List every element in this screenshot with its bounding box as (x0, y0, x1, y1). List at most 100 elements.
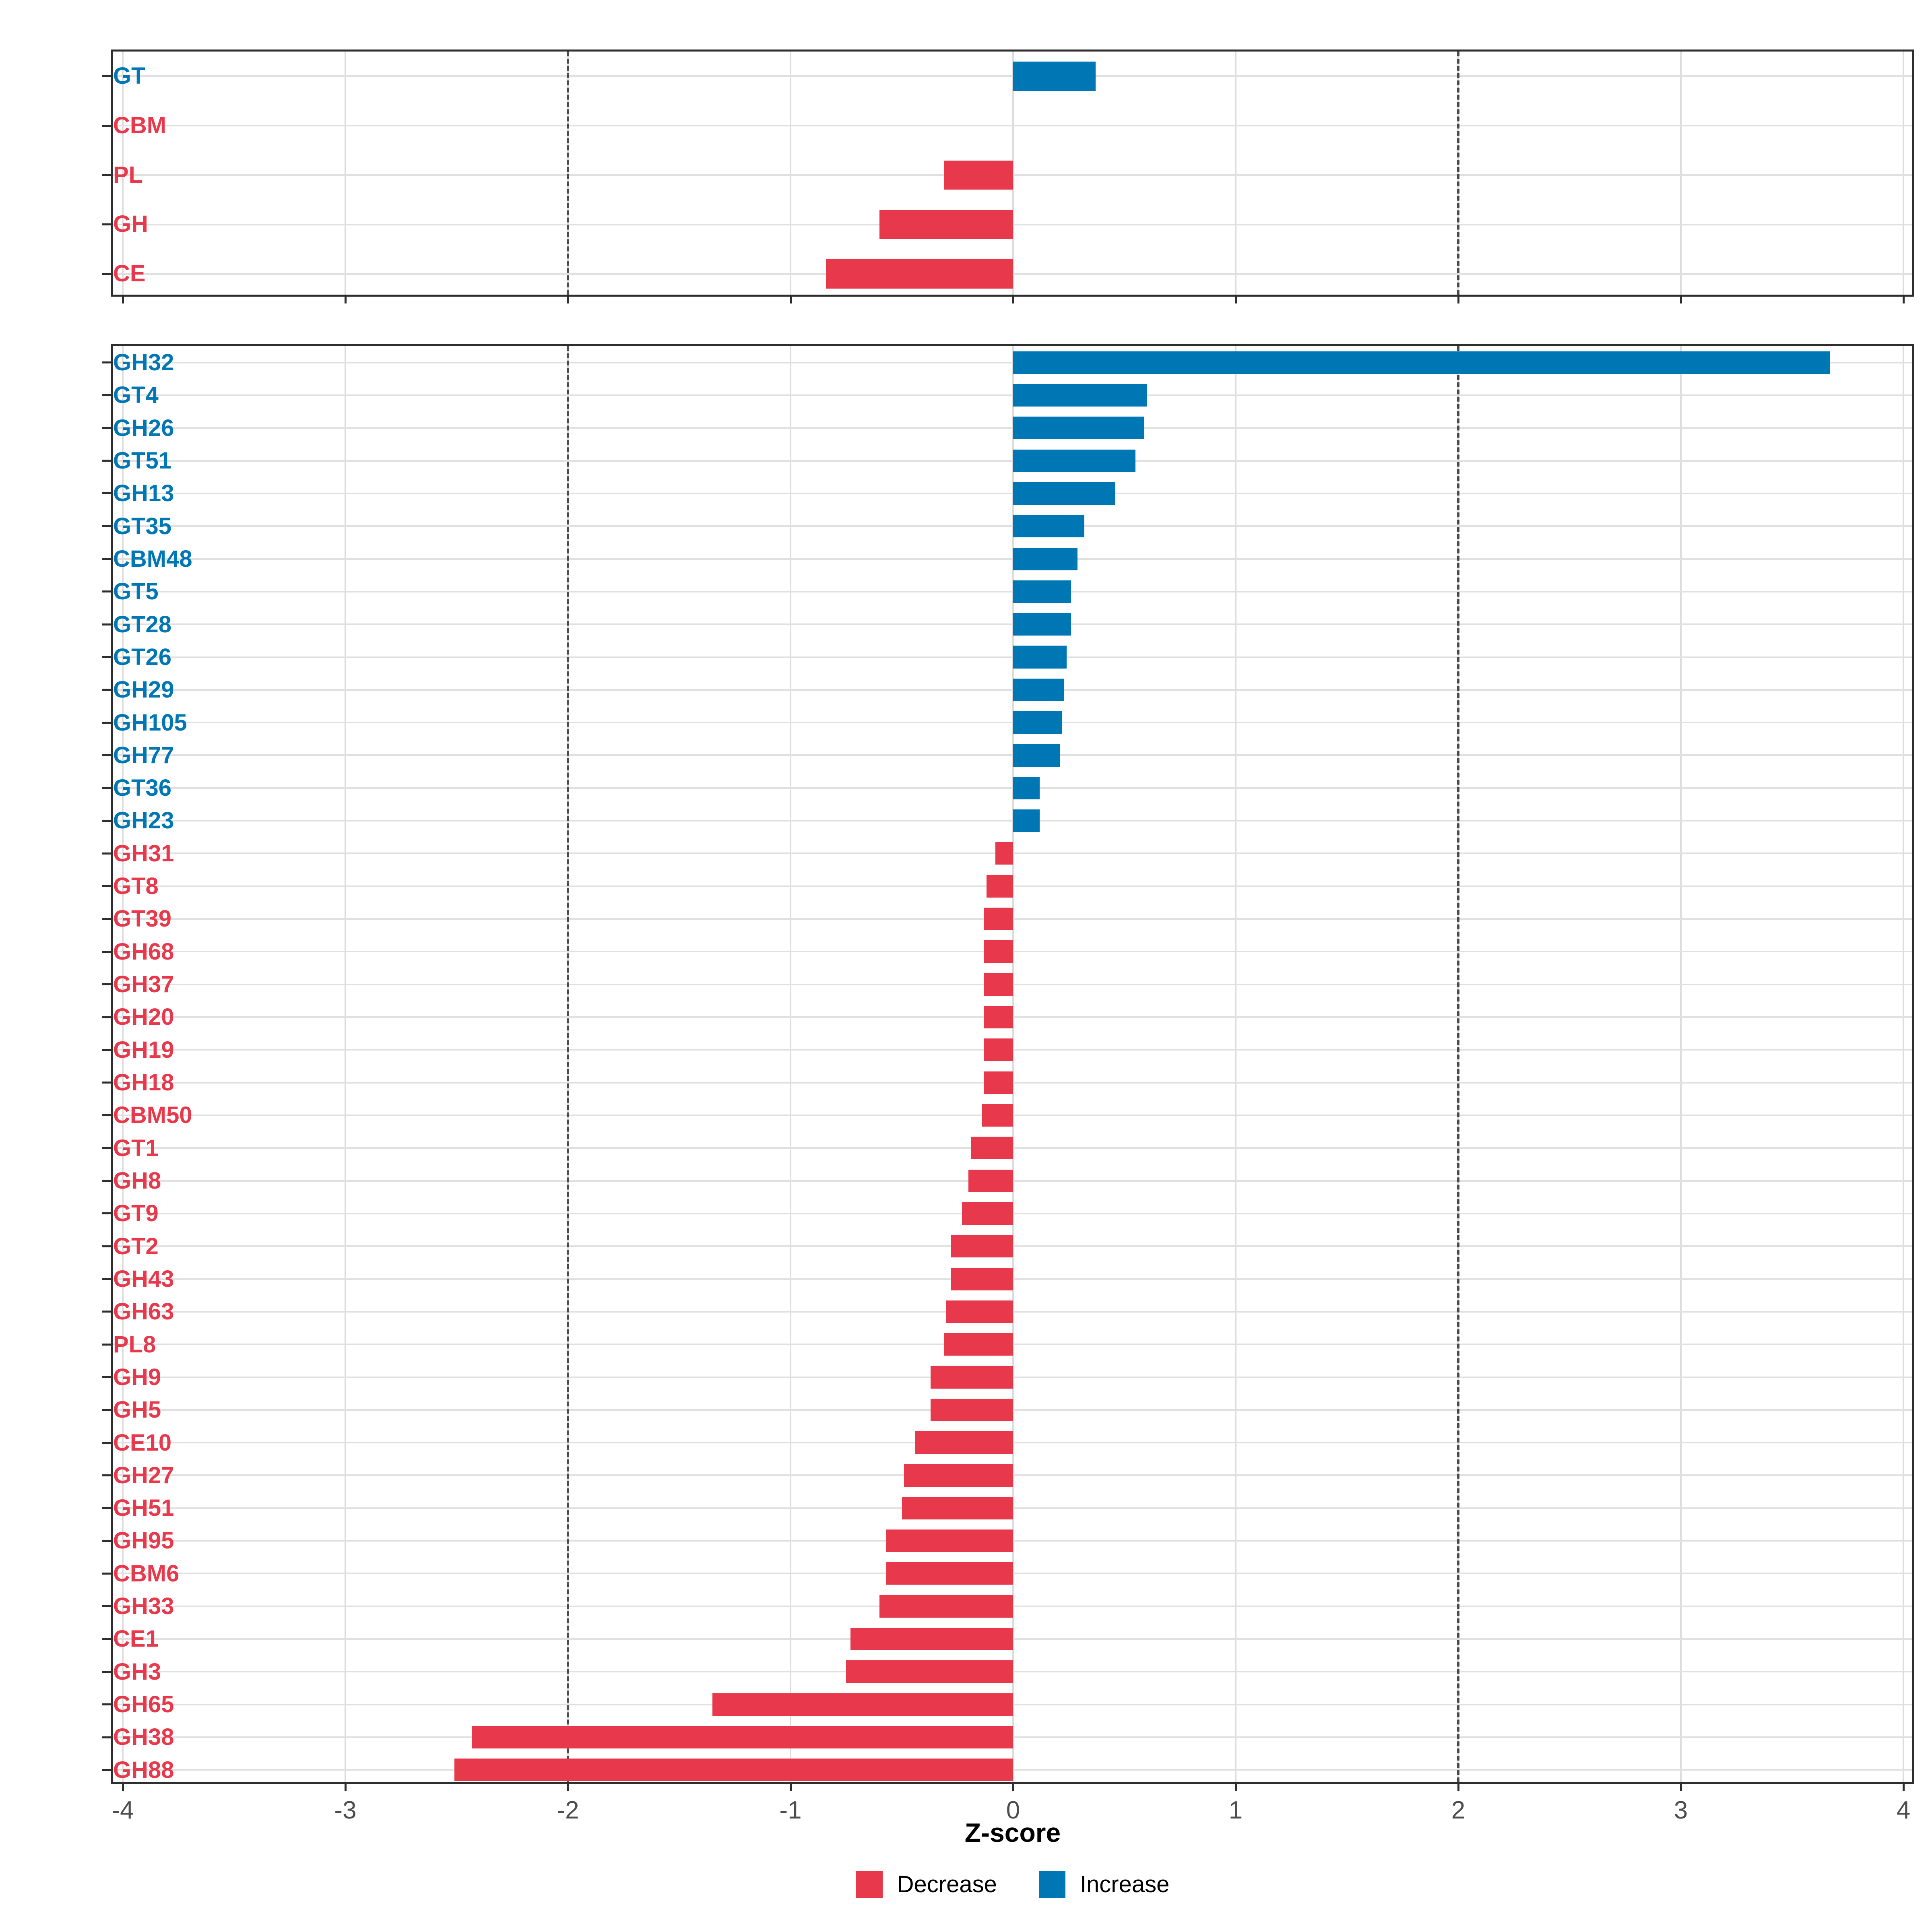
bar-GH23 (1013, 809, 1040, 832)
bar-GT2 (951, 1235, 1013, 1258)
y-axis-tick (102, 1082, 111, 1084)
x-axis-tick (567, 295, 569, 303)
y-axis-tick (102, 852, 111, 855)
gridline-h (113, 722, 1912, 724)
x-axis-tick (567, 1782, 569, 1791)
y-axis-tick (102, 1212, 111, 1215)
bar-GT36 (1013, 776, 1040, 799)
x-tick-label: -3 (334, 1796, 357, 1824)
gridline-h (113, 820, 1912, 822)
gridline-v (122, 346, 124, 1782)
legend: Decrease Increase (111, 1871, 1914, 1898)
x-axis-tick (1680, 295, 1682, 303)
y-axis-tick (102, 1409, 111, 1411)
y-axis-tick (102, 273, 111, 275)
y-axis-tick (102, 1638, 111, 1640)
x-axis-tick (789, 1782, 792, 1791)
bar-GH5 (931, 1398, 1013, 1421)
y-axis-tick (102, 885, 111, 888)
x-axis-tick (1234, 1782, 1237, 1791)
y-axis-tick (102, 427, 111, 429)
x-axis-tick (1457, 1782, 1459, 1791)
y-axis-tick (102, 1016, 111, 1018)
x-axis-tick (1012, 1782, 1014, 1791)
bar-GH32 (1013, 351, 1830, 374)
gridline-h (113, 492, 1912, 494)
x-tick-label: 3 (1674, 1796, 1688, 1824)
bar-GT35 (1013, 515, 1084, 538)
bar-GH68 (984, 940, 1013, 963)
bar-GT8 (986, 875, 1013, 898)
legend-item-decrease: Decrease (856, 1871, 997, 1898)
bar-GH29 (1013, 678, 1065, 701)
decrease-label: Decrease (897, 1871, 997, 1897)
x-axis-tick (122, 295, 124, 303)
gridline-v (1235, 346, 1236, 1782)
gridline-h (113, 754, 1912, 756)
y-axis-tick (102, 689, 111, 691)
bar-GH18 (984, 1071, 1013, 1094)
bar-GT39 (984, 908, 1013, 931)
bar-GH65 (712, 1693, 1013, 1716)
bar-GH37 (984, 973, 1013, 996)
bar-PL8 (944, 1333, 1013, 1356)
bar-GH51 (902, 1496, 1013, 1519)
y-axis-tick (102, 1278, 111, 1280)
x-axis-tick (344, 1782, 347, 1791)
gridline-v (345, 52, 346, 295)
gridline-h (113, 427, 1912, 429)
x-axis-tick (789, 295, 792, 303)
gridline-h (113, 558, 1912, 560)
y-axis-tick (102, 1180, 111, 1182)
gridline-v (1903, 346, 1904, 1782)
y-axis-tick (102, 918, 111, 920)
bar-GH3 (846, 1660, 1013, 1683)
x-tick-label: 2 (1451, 1796, 1466, 1824)
bar-GH33 (879, 1595, 1013, 1618)
dashed-reference-line (1457, 52, 1459, 295)
y-axis-tick (102, 1343, 111, 1346)
y-axis-tick (102, 361, 111, 364)
x-tick-label: 0 (1006, 1796, 1020, 1824)
gridline-v (1680, 52, 1682, 295)
y-axis-tick (102, 590, 111, 593)
bar-GH9 (931, 1366, 1013, 1389)
y-axis-tick (102, 1572, 111, 1575)
bar-GH105 (1013, 711, 1062, 734)
bar-GH8 (968, 1169, 1013, 1192)
bar-GT28 (1013, 613, 1071, 636)
bar-CE10 (915, 1431, 1013, 1454)
x-tick-label: -2 (557, 1796, 579, 1824)
y-axis-tick (102, 983, 111, 986)
gridline-v (122, 52, 124, 295)
bar-CE1 (850, 1628, 1013, 1651)
x-tick-label: 4 (1896, 1796, 1911, 1824)
x-tick-label: 1 (1228, 1796, 1243, 1824)
y-axis-tick (102, 1769, 111, 1771)
gridline-h (113, 361, 1912, 363)
bar-GT (1013, 62, 1096, 91)
bar-GH31 (995, 842, 1013, 865)
y-axis-tick (102, 223, 111, 226)
x-axis-title: Z-score (964, 1818, 1061, 1847)
gridline-h (113, 623, 1912, 625)
y-axis-tick (102, 1311, 111, 1313)
bar-PL (944, 160, 1013, 190)
y-axis-tick (102, 754, 111, 756)
gridline-v (1012, 52, 1014, 295)
bar-GH88 (454, 1759, 1013, 1781)
bar-GH20 (984, 1005, 1013, 1029)
y-axis-tick (102, 75, 111, 77)
x-axis-tick (1902, 295, 1905, 303)
y-axis-tick (102, 460, 111, 462)
y-axis-tick (102, 1540, 111, 1542)
decrease-swatch (856, 1871, 883, 1898)
y-axis-tick (102, 1114, 111, 1117)
y-axis-tick (102, 1245, 111, 1247)
y-axis-tick (102, 558, 111, 560)
y-axis-tick (102, 124, 111, 127)
bar-GH13 (1013, 482, 1116, 505)
dashed-reference-line (567, 52, 569, 295)
y-axis-tick (102, 1605, 111, 1608)
y-axis-tick (102, 950, 111, 953)
